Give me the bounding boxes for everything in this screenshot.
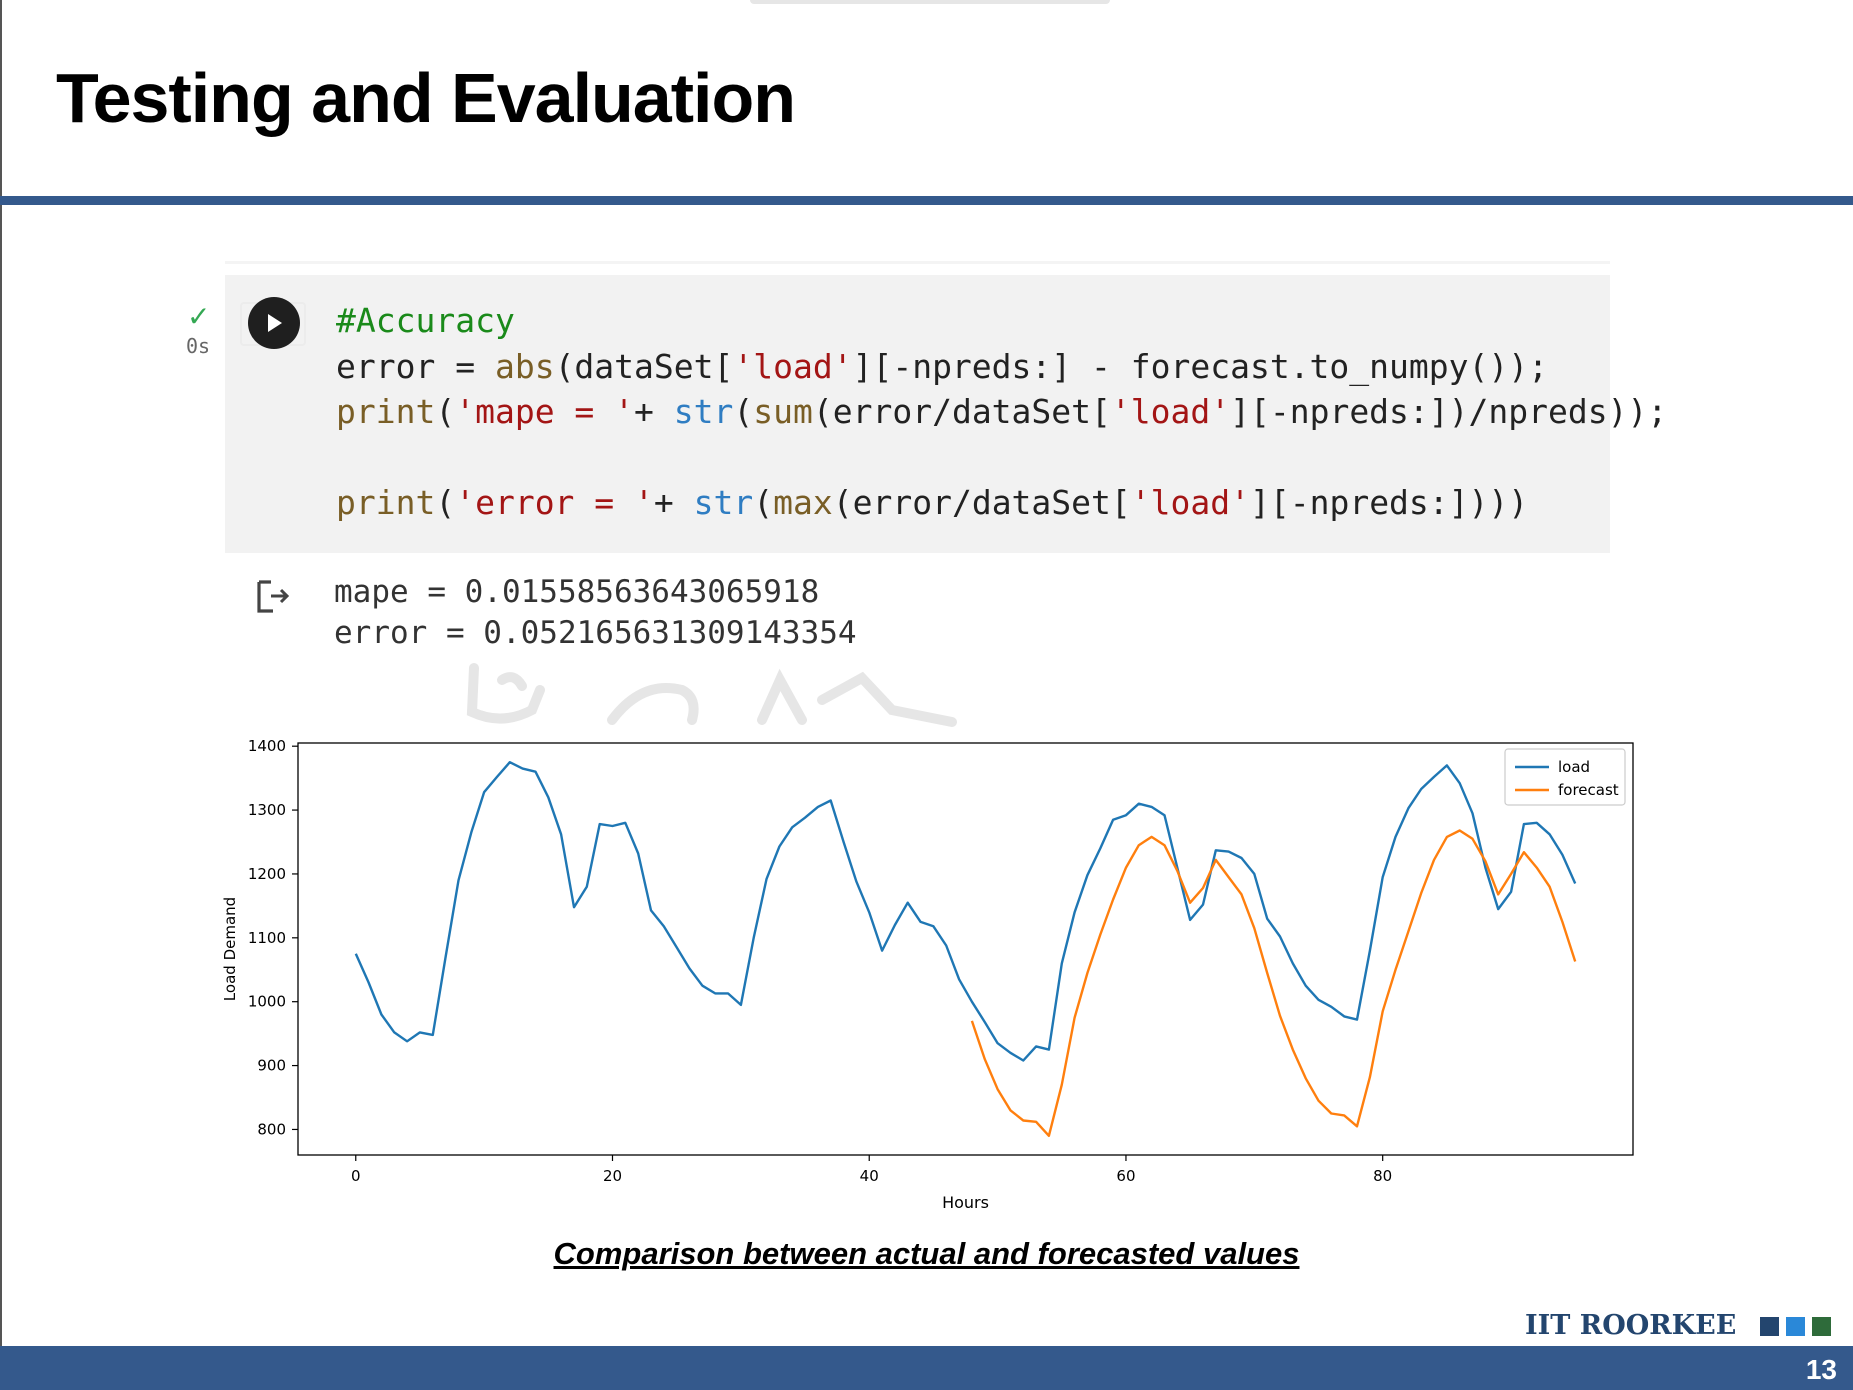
output-arrow-icon [257,580,290,613]
cell-top-border [225,261,1610,264]
legend-label-forecast: forecast [1558,781,1619,799]
x-tick-label: 0 [351,1167,361,1185]
x-tick-label: 80 [1373,1167,1392,1185]
y-tick-label: 1200 [248,865,286,883]
y-tick-label: 1400 [248,737,286,755]
check-icon: ✓ [187,300,211,333]
logo-square-3 [1812,1317,1831,1336]
y-axis-label: Load Demand [221,897,239,1001]
slide-title: Testing and Evaluation [56,59,796,137]
code-line-3: print('mape = '+ str(sum(error/dataSet['… [336,392,1668,431]
code-editor[interactable]: #Accuracy error = abs(dataSet['load'][-n… [336,298,1667,526]
x-tick-label: 40 [860,1167,879,1185]
title-divider [0,196,1853,205]
logo-square-2 [1786,1317,1805,1336]
cell-output: mape = 0.01558563643065918 error = 0.052… [334,572,857,654]
execution-time: 0s [186,334,211,358]
output-line-error: error = 0.052165631309143354 [334,615,857,651]
code-line-1: #Accuracy [336,301,515,340]
slide-top-tab [750,0,1110,4]
y-tick-label: 1300 [248,801,286,819]
page-number: 13 [1805,1354,1837,1385]
y-tick-label: 900 [257,1057,286,1075]
code-cell[interactable] [225,275,1610,553]
iit-roorkee-logo: IIT ROORKEE [1525,1310,1737,1341]
plot-frame [297,742,1634,1156]
y-tick-label: 1100 [248,929,286,947]
x-tick-label: 60 [1116,1167,1135,1185]
output-line-mape: mape = 0.01558563643065918 [334,574,820,610]
load-forecast-chart: 0 20 40 60 80 800 900 1000 1100 1200 1300 1400 Hours… [221,737,1634,1212]
code-line-5: print('error = '+ str(max(error/dataSet[… [336,483,1529,522]
series-line-load [354,761,1577,1062]
y-tick-label: 800 [257,1120,286,1138]
legend-label-load: load [1558,758,1590,776]
code-line-2: error = abs(dataSet['load'][-npreds:] - … [336,346,1548,386]
slide-left-border [0,0,2,1390]
y-tick-label: 1000 [248,993,286,1011]
figure-caption: Comparison between actual and forecasted… [553,1236,1300,1271]
run-cell-button[interactable] [248,297,300,349]
x-tick-label: 20 [603,1167,622,1185]
play-icon [268,314,282,332]
watermark-logo [466,663,957,727]
series-line-forecast [970,829,1577,1137]
x-axis-label: Hours [942,1193,989,1212]
footer-bar [0,1346,1853,1390]
logo-square-1 [1760,1317,1779,1336]
